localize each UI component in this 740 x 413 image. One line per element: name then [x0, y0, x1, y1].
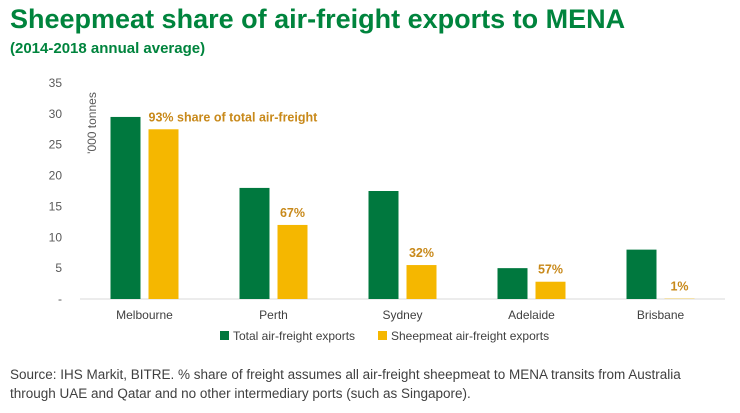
data-label: 32%	[409, 246, 434, 260]
x-tick-label: Melbourne	[116, 308, 173, 322]
y-tick-label: 20	[49, 169, 63, 183]
bar-sheepmeat-adelaide	[535, 281, 566, 299]
bar-sheepmeat-perth	[277, 224, 308, 299]
bar-total-melbourne	[110, 116, 141, 299]
y-tick-label: 25	[49, 138, 63, 152]
y-tick-label: 30	[49, 107, 63, 121]
data-label: 1%	[670, 280, 688, 294]
data-label: 57%	[538, 263, 563, 277]
source-note: Source: IHS Markit, BITRE. % share of fr…	[10, 367, 681, 401]
bar-sheepmeat-melbourne	[148, 129, 179, 299]
y-tick-label: 10	[49, 230, 63, 244]
y-tick-label: 5	[55, 261, 62, 275]
bar-chart: - 5 10 15 20 25 30 35 '000 tonnes Melbourne 93% sh…	[49, 76, 725, 343]
legend-label: Sheepmeat air-freight exports	[391, 329, 549, 343]
y-axis-label: '000 tonnes	[85, 92, 99, 154]
legend-swatch	[378, 331, 387, 340]
legend-swatch	[220, 331, 229, 340]
bar-total-brisbane	[626, 249, 657, 299]
bar-total-perth	[239, 187, 270, 299]
legend-label: Total air-freight exports	[233, 329, 355, 343]
chart-title: Sheepmeat share of air-freight exports t…	[10, 4, 626, 34]
x-tick-label: Sydney	[382, 308, 422, 322]
data-label: 93% share of total air-freight	[149, 110, 319, 124]
x-tick-label: Adelaide	[508, 308, 555, 322]
chart-subtitle: (2014-2018 annual average)	[10, 40, 206, 57]
bar-total-sydney	[368, 191, 399, 299]
y-tick-label: -	[58, 292, 62, 306]
x-tick-label: Perth	[259, 308, 288, 322]
bar-total-adelaide	[497, 268, 528, 299]
bar-sheepmeat-sydney	[406, 265, 437, 299]
y-tick-label: 35	[49, 76, 63, 90]
y-tick-label: 15	[49, 199, 63, 213]
data-label: 67%	[280, 206, 305, 220]
x-tick-label: Brisbane	[637, 308, 685, 322]
